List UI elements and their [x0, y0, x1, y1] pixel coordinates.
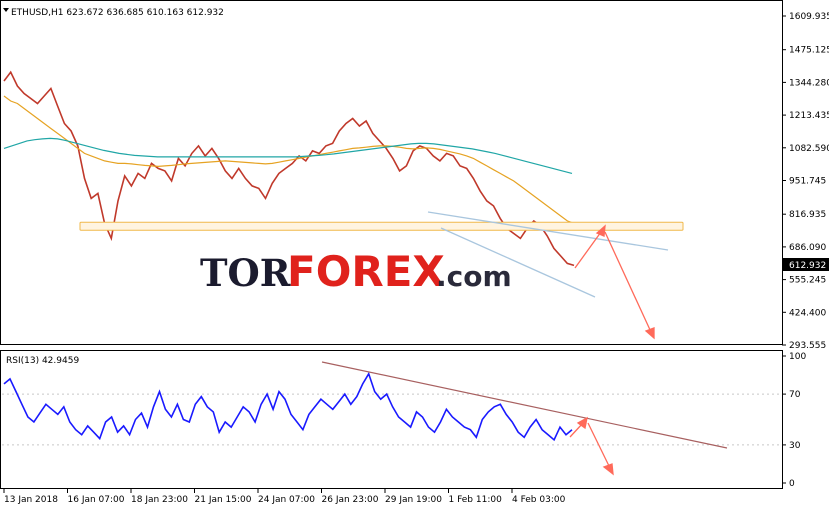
- x-tick-label: 1 Feb 11:00: [449, 495, 503, 505]
- rsi-arrow-up-head: [576, 416, 588, 430]
- rsi-trendline: [321, 361, 728, 449]
- x-tick-label: 26 Jan 23:00: [322, 495, 379, 505]
- rsi-trend-annotations: [321, 361, 728, 476]
- forecast-arrow-up-head: [595, 224, 606, 237]
- price-y-tick-label: 555.245: [789, 276, 826, 286]
- main-title: ETHUSD,H1 623.672 636.685 610.163 612.93…: [11, 8, 224, 18]
- forecast-arrow-down: [604, 231, 652, 333]
- rsi-y-tick-label: 100: [789, 352, 806, 362]
- support-zone: [79, 221, 684, 231]
- price-y-tick-label: 816.935: [789, 210, 826, 220]
- price-y-tick-label: 951.745: [789, 177, 826, 187]
- watermark-forex: FOREX: [287, 247, 445, 296]
- last-price-label: 612.932: [789, 261, 826, 271]
- rsi-plot: [3, 371, 573, 442]
- support-zone-rect: [79, 221, 684, 231]
- price-y-tick-label: 686.090: [789, 243, 826, 253]
- x-tick-label: 16 Jan 07:00: [68, 495, 125, 505]
- x-tick-label: 13 Jan 2018: [4, 495, 58, 505]
- price-y-tick-label: 1475.125: [789, 46, 829, 56]
- forecast-arrow-up: [574, 231, 602, 269]
- price-series-line: [3, 70, 575, 267]
- rsi-y-tick-label: 0: [789, 479, 795, 489]
- price-y-axis: 1609.935 1475.125 1344.280 1213.435 1082.590…: [782, 12, 829, 351]
- rsi-title: RSI(13) 42.9459: [6, 356, 79, 366]
- x-tick-label: 24 Jan 07:00: [258, 495, 315, 505]
- price-plot: [3, 70, 575, 267]
- x-tick-label: 18 Jan 23:00: [131, 495, 188, 505]
- last-price-bg: [783, 258, 829, 271]
- rsi-y-axis: 100 70 30 0: [2, 352, 806, 489]
- ma-slow-line: [3, 137, 573, 174]
- forecast-arrows: [574, 224, 655, 340]
- rsi-arrow-down: [587, 422, 611, 469]
- rsi-y-tick-label: 70: [789, 390, 801, 400]
- price-y-tick-label: 1609.935: [789, 12, 829, 22]
- x-tick-label: 29 Jan 19:00: [385, 495, 442, 505]
- dropdown-triangle-icon[interactable]: [3, 8, 9, 12]
- price-y-tick-label: 1082.590: [789, 144, 829, 154]
- price-y-tick-label: 424.400: [789, 308, 826, 318]
- price-pane-frame: [0, 0, 783, 345]
- ohlc-readout: 623.672 636.685 610.163 612.932: [66, 8, 223, 18]
- price-y-tick-label: 1213.435: [789, 111, 829, 121]
- x-tick-label: 4 Feb 03:00: [512, 495, 566, 505]
- price-y-tick-label: 293.555: [789, 341, 826, 351]
- watermark-tor: TOR: [200, 251, 291, 295]
- ma-fast-line: [3, 95, 575, 224]
- time-x-axis: 13 Jan 2018 16 Jan 07:00 18 Jan 23:00 21 Ja…: [3, 489, 566, 505]
- rsi-series-line: [3, 371, 573, 442]
- channel-upper-line: [427, 211, 669, 251]
- channel-lower-line: [440, 227, 596, 298]
- x-tick-label: 21 Jan 15:00: [195, 495, 252, 505]
- price-channel: [427, 211, 669, 298]
- last-price-box: 612.932: [783, 258, 829, 271]
- forecast-arrow-down-head: [644, 327, 655, 340]
- main-title-symbol: ETHUSD,H1: [11, 8, 64, 18]
- watermark: TOR FOREX .com: [200, 247, 512, 296]
- rsi-pane-frame: [0, 350, 783, 489]
- watermark-com: .com: [436, 260, 512, 293]
- rsi-y-tick-label: 30: [789, 441, 801, 451]
- price-y-tick-label: 1344.280: [789, 78, 829, 88]
- rsi-arrow-down-head: [602, 463, 614, 476]
